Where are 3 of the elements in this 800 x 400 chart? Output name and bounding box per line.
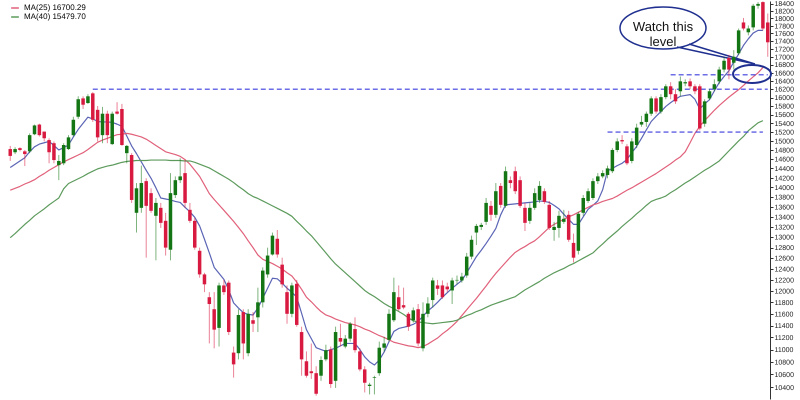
legend-label: MA(25) 16700.29 [24, 3, 86, 12]
line-series [10, 30, 764, 366]
legend-label: MA(40) 15479.70 [24, 12, 86, 21]
